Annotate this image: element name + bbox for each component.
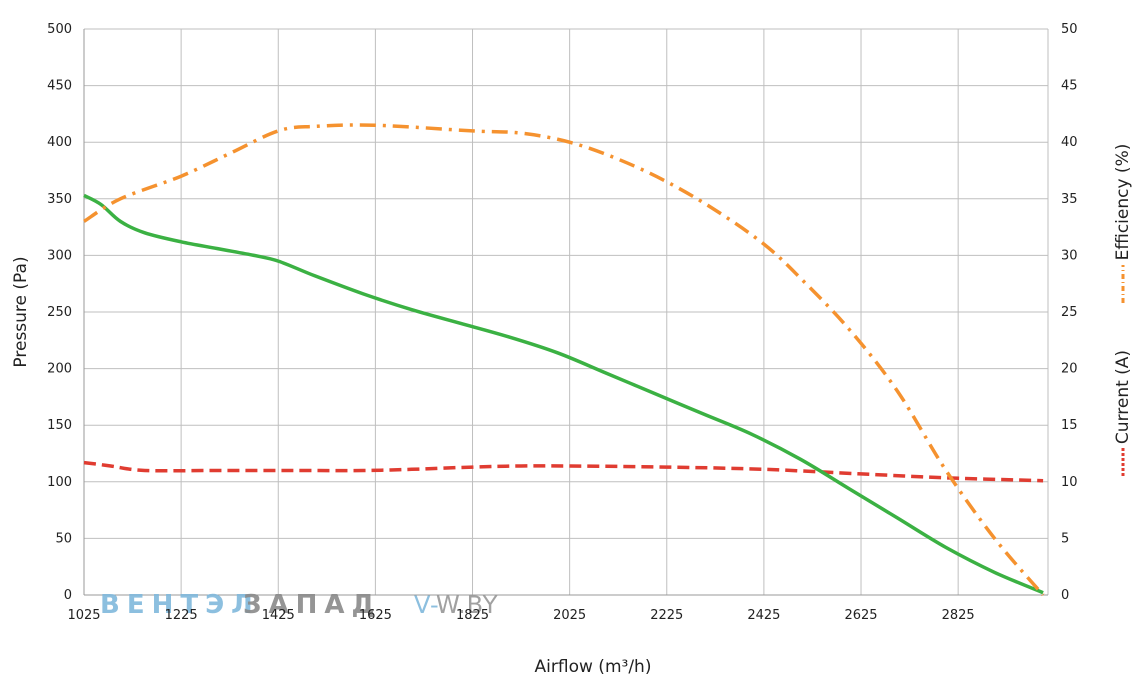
legend-current-label: Current (A) — [1113, 350, 1133, 444]
series-current-line — [83, 460, 1044, 483]
y-tick-left: 400 — [47, 135, 72, 150]
legend-efficiency-label: Efficiency (%) — [1113, 144, 1133, 261]
y-tick-left: 0 — [64, 588, 72, 603]
watermark-site-rest: W.BY — [436, 591, 498, 619]
y-tick-left: 150 — [47, 418, 72, 433]
y-tick-left: 200 — [47, 362, 72, 377]
tick-labels: 0 0 50 5 100 10 150 15 200 20 250 25 300 30 350 35 400 40… — [47, 22, 1077, 623]
y-tick-left: 50 — [55, 531, 72, 546]
y-tick-right: 10 — [1061, 475, 1078, 490]
watermark-part1: ВЕНТЭЛ — [100, 590, 260, 620]
x-tick: 2825 — [942, 608, 975, 623]
y-tick-right: 15 — [1061, 418, 1078, 433]
watermark-part2: ЗАПАД — [243, 590, 382, 620]
x-tick: 2425 — [747, 608, 780, 623]
legend-current: Current (A) — [1113, 350, 1133, 476]
grid — [83, 28, 1049, 596]
y-tick-left: 100 — [47, 475, 72, 490]
watermark: ВЕНТЭЛ ЗАПАД V- W.BY — [100, 590, 498, 620]
y-tick-right: 20 — [1061, 362, 1078, 377]
y-tick-right: 50 — [1061, 22, 1078, 37]
x-axis-title: Airflow (m³/h) — [535, 657, 652, 677]
y-axis-title-left: Pressure (Pa) — [11, 256, 31, 367]
x-tick: 2625 — [844, 608, 877, 623]
y-tick-right: 30 — [1061, 248, 1078, 263]
y-tick-left: 450 — [47, 79, 72, 94]
y-tick-left: 300 — [47, 248, 72, 263]
x-tick: 2025 — [553, 608, 586, 623]
y-tick-left: 250 — [47, 305, 72, 320]
x-tick: 1825 — [456, 608, 489, 623]
x-tick: 1025 — [67, 608, 100, 623]
y-tick-right: 5 — [1061, 531, 1069, 546]
watermark-site-prefix: V- — [414, 591, 440, 619]
y-tick-right: 40 — [1061, 135, 1078, 150]
y-tick-right: 35 — [1061, 192, 1078, 207]
y-tick-right: 45 — [1061, 79, 1078, 94]
x-tick: 1425 — [262, 608, 295, 623]
series-efficiency-line — [83, 123, 1045, 597]
x-tick: 1225 — [165, 608, 198, 623]
series-pressure-line — [83, 193, 1044, 595]
x-tick: 2225 — [650, 608, 683, 623]
y-tick-right: 0 — [1061, 588, 1069, 603]
x-tick: 1625 — [359, 608, 392, 623]
y-tick-right: 25 — [1061, 305, 1078, 320]
y-tick-left: 350 — [47, 192, 72, 207]
legend-efficiency: Efficiency (%) — [1113, 144, 1133, 303]
y-tick-left: 500 — [47, 22, 72, 37]
series-group — [83, 123, 1045, 597]
